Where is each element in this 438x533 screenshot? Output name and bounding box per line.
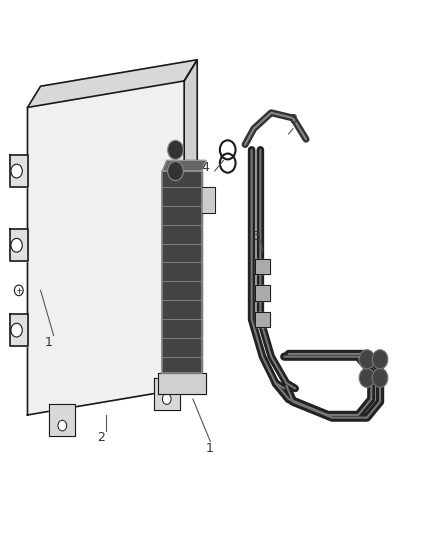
Circle shape: [359, 350, 375, 369]
Circle shape: [11, 238, 22, 252]
Text: 4: 4: [201, 161, 209, 174]
Polygon shape: [154, 378, 180, 410]
Circle shape: [372, 350, 388, 369]
Polygon shape: [10, 314, 28, 346]
Circle shape: [168, 140, 184, 159]
Polygon shape: [10, 155, 28, 187]
Circle shape: [14, 285, 23, 296]
Text: 3: 3: [252, 230, 260, 243]
Circle shape: [372, 368, 388, 387]
Circle shape: [168, 161, 184, 181]
Circle shape: [58, 420, 67, 431]
Polygon shape: [201, 187, 215, 214]
Polygon shape: [254, 312, 270, 327]
Circle shape: [359, 368, 375, 387]
Polygon shape: [49, 405, 75, 436]
Polygon shape: [184, 60, 197, 389]
Text: 1: 1: [206, 442, 214, 455]
Polygon shape: [28, 81, 184, 415]
Circle shape: [11, 323, 22, 337]
Text: 1: 1: [45, 336, 53, 349]
Circle shape: [11, 164, 22, 178]
Polygon shape: [254, 285, 270, 301]
Polygon shape: [10, 229, 28, 261]
Text: 2: 2: [97, 432, 105, 445]
Polygon shape: [28, 60, 197, 108]
Polygon shape: [158, 373, 206, 394]
Polygon shape: [162, 171, 201, 373]
Circle shape: [162, 394, 171, 405]
Polygon shape: [254, 259, 270, 274]
Text: 3: 3: [289, 114, 297, 126]
Polygon shape: [162, 160, 206, 171]
